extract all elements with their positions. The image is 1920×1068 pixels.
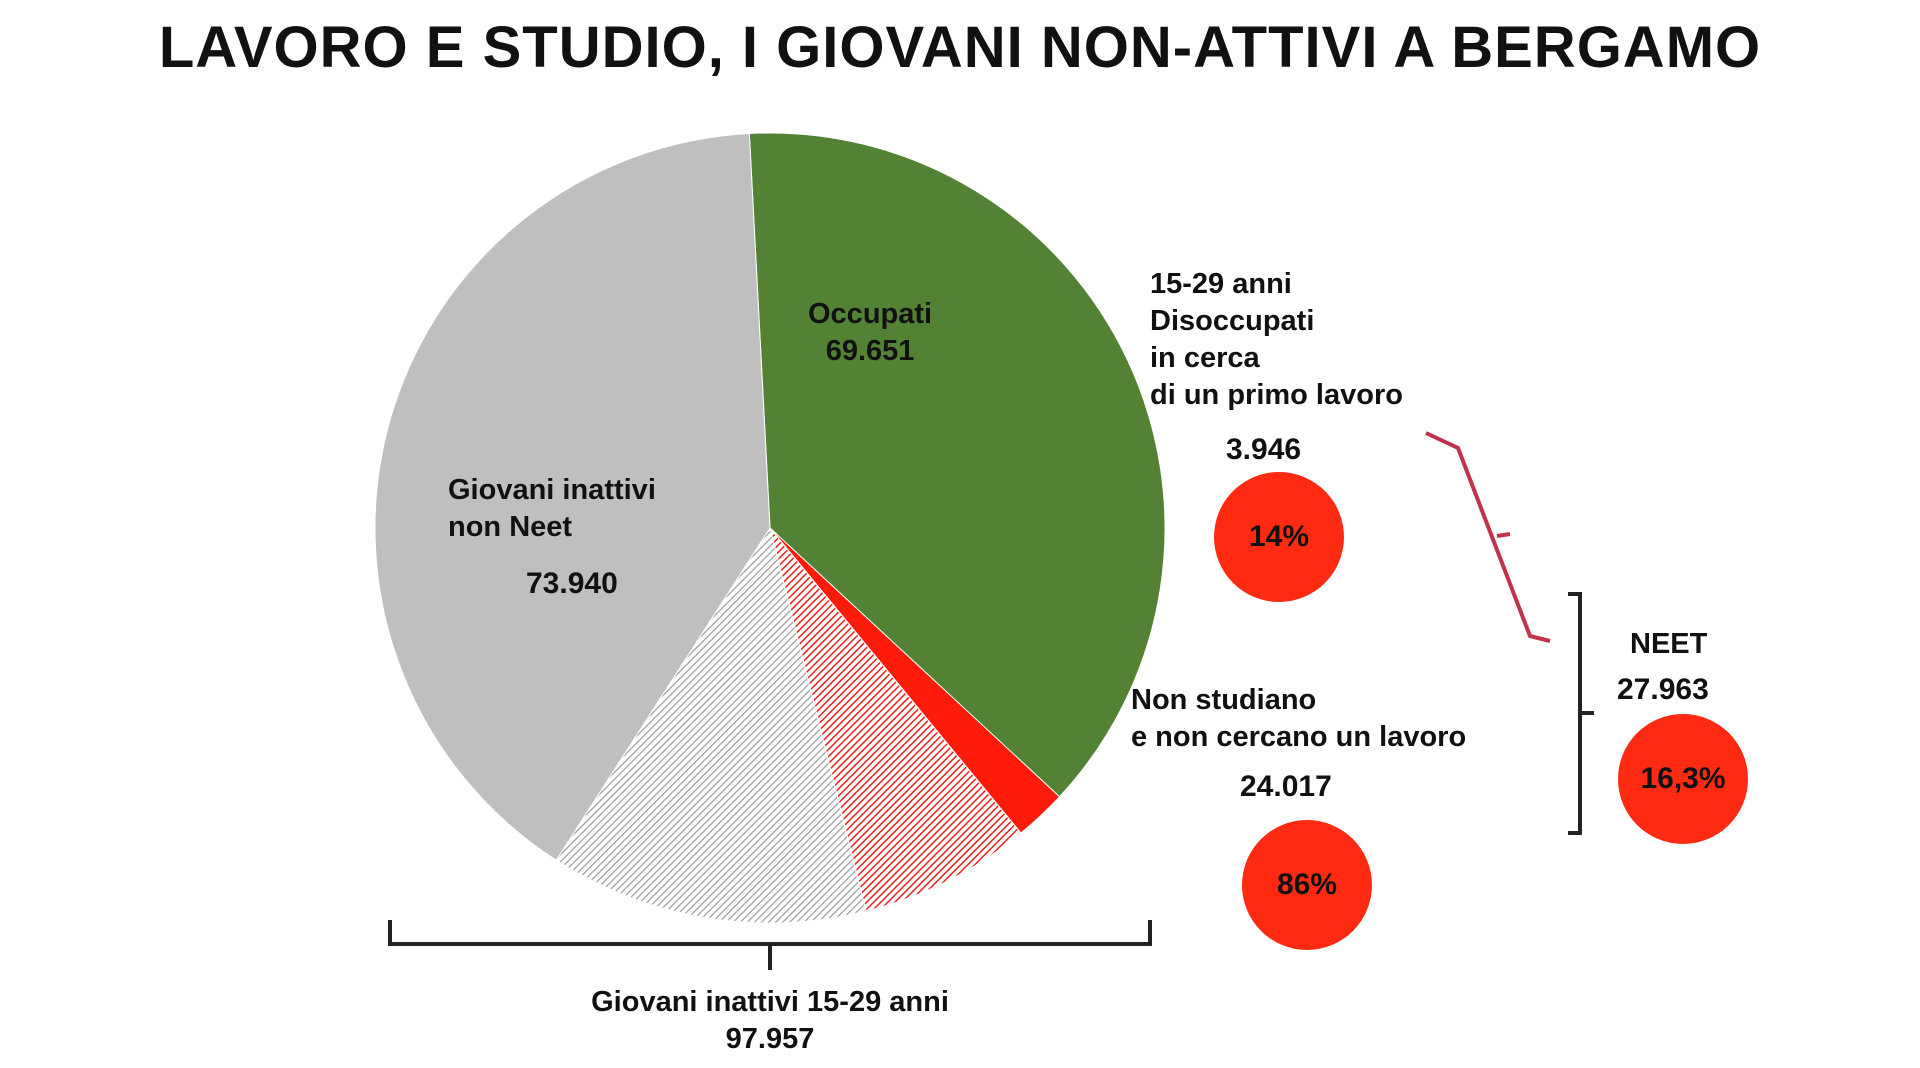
neet-label: NEET [1630, 628, 1708, 660]
inattivi-non-neet-line2: non Neet [448, 511, 573, 543]
inattivi-non-neet-line1: Giovani inattivi [448, 474, 656, 506]
disoccupati-line4: di un primo lavoro [1150, 379, 1403, 411]
inattivi-non-neet-label: Giovani inattivi non Neet [448, 472, 656, 546]
bracket-giovani-inattivi [388, 920, 1152, 970]
pie-slice-1 [748, 132, 1166, 798]
non-studiano-line2: e non cercano un lavoro [1131, 721, 1467, 753]
non-studiano-line1: Non studiano [1131, 684, 1317, 716]
bracket-neet [1568, 592, 1594, 835]
disoccupati-line2: Disoccupati [1150, 305, 1315, 337]
bracket-disoccupati [1425, 431, 1551, 643]
occupati-value: 69.651 [825, 335, 915, 367]
non-studiano-label: Non studiano e non cercano un lavoro [1131, 682, 1466, 756]
disoccupati-label: 15-29 anni Disoccupati in cerca di un pr… [1150, 266, 1403, 414]
inattivi-total-value: 97.957 [725, 1023, 815, 1055]
chart-title: LAVORO E STUDIO, I GIOVANI NON-ATTIVI A … [158, 15, 1762, 80]
pie-slice-4 [555, 526, 867, 924]
neet-value: 27.963 [1617, 673, 1709, 706]
inattivi-non-neet-value: 73.940 [526, 567, 618, 600]
inattivi-total-label: Giovani inattivi 15-29 anni 97.957 [0, 984, 1540, 1058]
pie-slice-5 [374, 133, 771, 861]
disoccupati-line1: 15-29 anni [1150, 268, 1292, 300]
non-studiano-value: 24.017 [1240, 770, 1332, 803]
disoccupati-line3: in cerca [1150, 342, 1260, 374]
occupati-label-text: Occupati [808, 298, 933, 330]
disoccupati-value: 3.946 [1226, 433, 1302, 466]
pie-slice-3 [769, 527, 1022, 912]
disoccupati-pct-badge: 14% [1214, 472, 1344, 602]
occupati-label: Occupati 69.651 [808, 296, 932, 370]
non-studiano-pct-badge: 86% [1242, 820, 1372, 950]
inattivi-total-text: Giovani inattivi 15-29 anni [591, 986, 949, 1018]
neet-pct-badge: 16,3% [1618, 714, 1748, 844]
